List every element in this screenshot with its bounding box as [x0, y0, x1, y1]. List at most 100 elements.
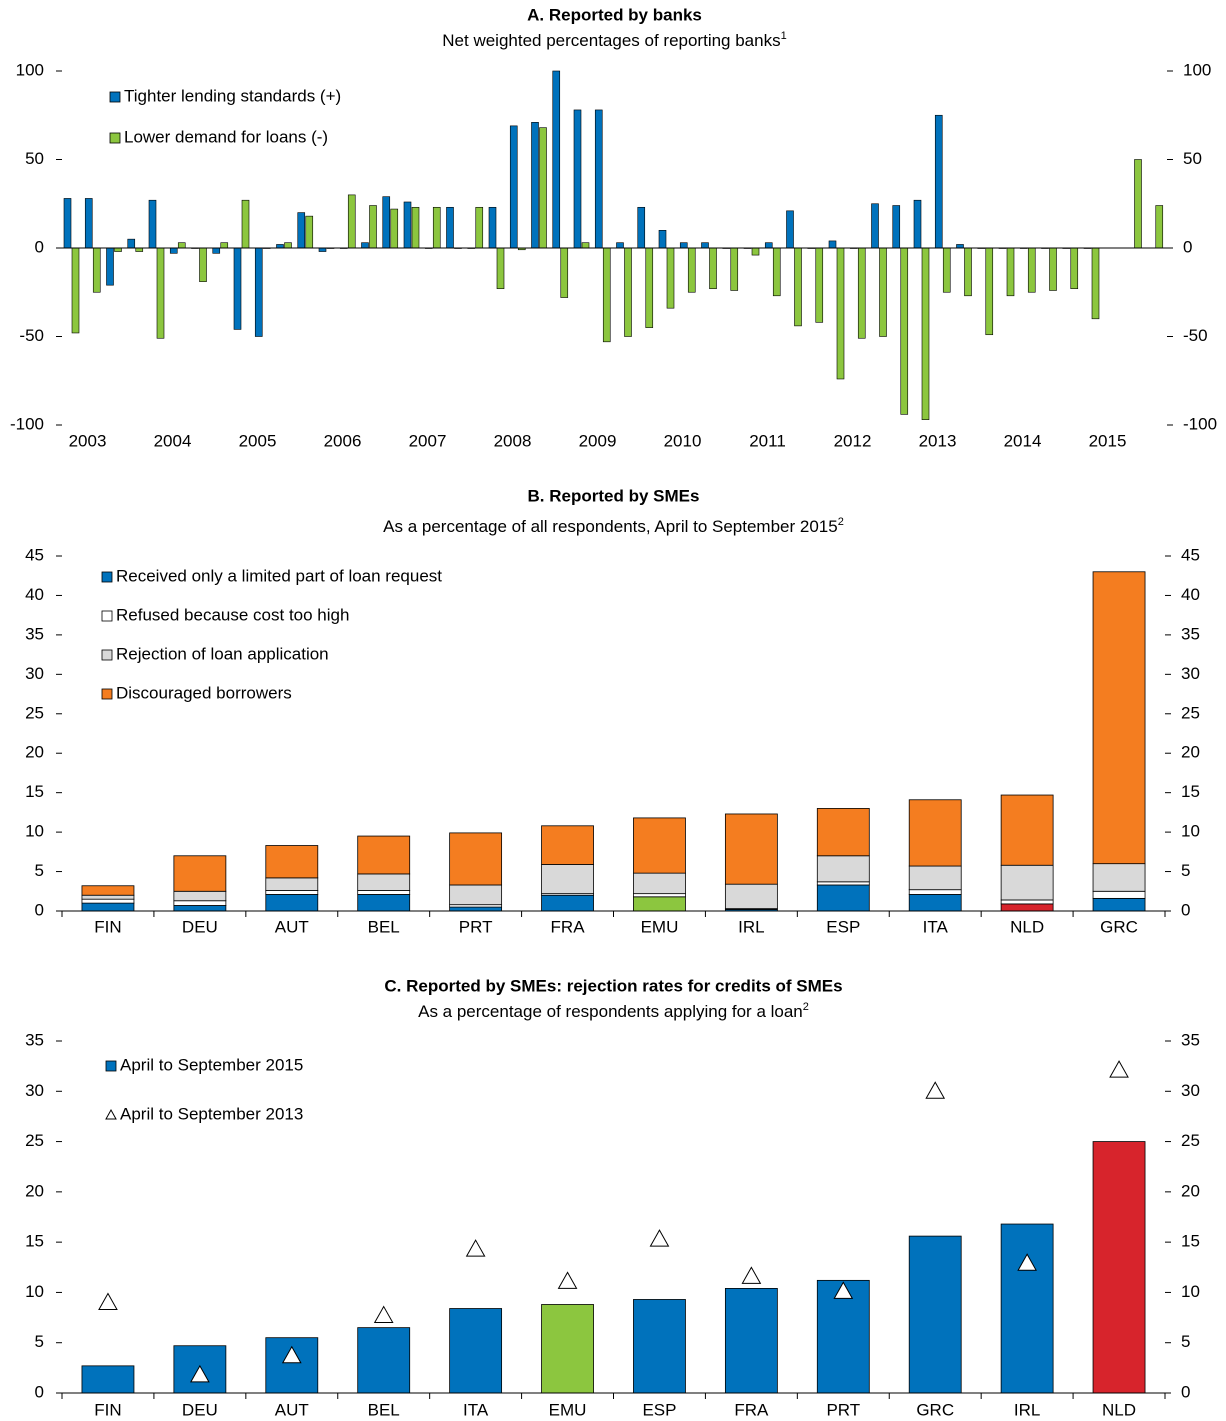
y-tick-label: 5: [35, 861, 44, 880]
panel: B. Reported by SMEs As a percentage of al…: [25, 486, 1200, 936]
y2-tick-label: 20: [1181, 743, 1200, 762]
bar: [305, 215, 314, 249]
x-tick-label: PRT: [826, 1400, 860, 1419]
bar: [581, 242, 590, 249]
x-tick-label: ESP: [642, 1400, 676, 1419]
bar: [127, 238, 136, 249]
y2-tick-label: 50: [1183, 149, 1202, 168]
y2-tick-label: 15: [1181, 782, 1200, 801]
bar: [220, 242, 229, 249]
bar: [63, 198, 72, 249]
bar: [836, 247, 845, 380]
bar: [921, 247, 930, 420]
legend-swatch: [101, 610, 113, 622]
bar: [81, 1365, 135, 1394]
bar-segment: [1000, 794, 1054, 866]
y-tick-label: 45: [25, 545, 44, 564]
bar: [892, 205, 901, 249]
bar: [730, 247, 739, 291]
x-tick-label: EMU: [549, 1400, 587, 1419]
x-tick-label: EMU: [641, 917, 679, 936]
bar: [666, 247, 675, 309]
y-tick-label: -50: [19, 326, 44, 345]
bar: [84, 198, 93, 249]
bar-segment: [357, 835, 411, 875]
bar: [816, 1279, 870, 1394]
marker: [1017, 1253, 1037, 1271]
bar: [594, 109, 603, 249]
legend-swatch: [105, 1108, 117, 1120]
bar: [114, 247, 122, 252]
bar-segment: [1000, 864, 1054, 901]
bar-segment: [633, 893, 686, 898]
bar: [509, 125, 518, 249]
bar: [1091, 247, 1100, 320]
bar: [71, 247, 80, 334]
bar: [1049, 247, 1057, 291]
y2-tick-label: 15: [1181, 1232, 1200, 1251]
y-tick-label: 100: [16, 60, 44, 79]
legend-swatch: [105, 1060, 117, 1072]
bar: [148, 199, 157, 249]
bar-segment: [449, 906, 503, 912]
bar: [449, 1308, 503, 1394]
y2-tick-label: 30: [1181, 1081, 1200, 1100]
y-tick-label: 40: [25, 585, 44, 604]
panel: C. Reported by SMEs: rejection rates for…: [25, 976, 1200, 1419]
y-tick-label: 35: [25, 1030, 44, 1049]
x-tick-label: 2011: [749, 431, 786, 450]
y-tick-label: 0: [35, 237, 44, 256]
bar: [857, 247, 866, 339]
marker: [190, 1364, 210, 1383]
bar: [1027, 247, 1036, 293]
bar: [871, 203, 879, 249]
y2-tick-label: 25: [1181, 1131, 1200, 1150]
marker: [649, 1229, 670, 1247]
legend-label: Received only a limited part of loan req…: [116, 566, 442, 585]
y-tick-label: 35: [25, 624, 44, 643]
y-tick-label: 20: [25, 743, 44, 762]
bar: [687, 247, 696, 293]
y-tick-label: 50: [25, 149, 44, 168]
marker: [925, 1081, 946, 1099]
x-tick-label: DEU: [182, 917, 218, 936]
y2-tick-label: 25: [1181, 703, 1200, 722]
x-tick-label: 2013: [919, 431, 957, 450]
bar: [879, 247, 887, 337]
y-tick-label: 0: [35, 1382, 44, 1401]
x-tick-label: BEL: [368, 917, 400, 936]
bar: [233, 247, 242, 330]
x-tick-label: 2004: [154, 431, 192, 450]
bar-segment: [541, 894, 594, 912]
y-tick-label: -100: [10, 414, 44, 433]
bar: [602, 247, 611, 343]
legend-swatch: [101, 688, 113, 700]
bar: [1155, 205, 1164, 249]
y2-tick-label: 0: [1183, 237, 1192, 256]
subtitle-note: 2: [838, 516, 844, 528]
bar: [156, 247, 165, 339]
x-tick-label: FIN: [94, 1400, 121, 1419]
bar: [645, 247, 654, 328]
bar-segment: [908, 889, 962, 895]
bar: [794, 247, 802, 327]
bar: [942, 247, 951, 293]
bar: [199, 247, 207, 282]
y-tick-label: 25: [25, 703, 44, 722]
bar: [679, 242, 688, 249]
bar-segment: [816, 855, 870, 883]
panel-title: B. Reported by SMEs: [528, 486, 700, 505]
y-tick-label: 15: [25, 782, 44, 801]
bar: [560, 247, 569, 298]
x-tick-label: 2009: [579, 431, 617, 450]
bar: [1092, 1141, 1146, 1394]
bar: [541, 1304, 594, 1394]
marker: [98, 1292, 118, 1310]
bar: [475, 206, 484, 249]
bar: [934, 114, 943, 249]
marker: [557, 1271, 578, 1289]
panel-subtitle: Net weighted percentages of reporting ba…: [442, 30, 786, 51]
bar-segment: [1000, 899, 1054, 905]
bar-segment: [1092, 890, 1146, 899]
x-tick-label: 2008: [494, 431, 532, 450]
